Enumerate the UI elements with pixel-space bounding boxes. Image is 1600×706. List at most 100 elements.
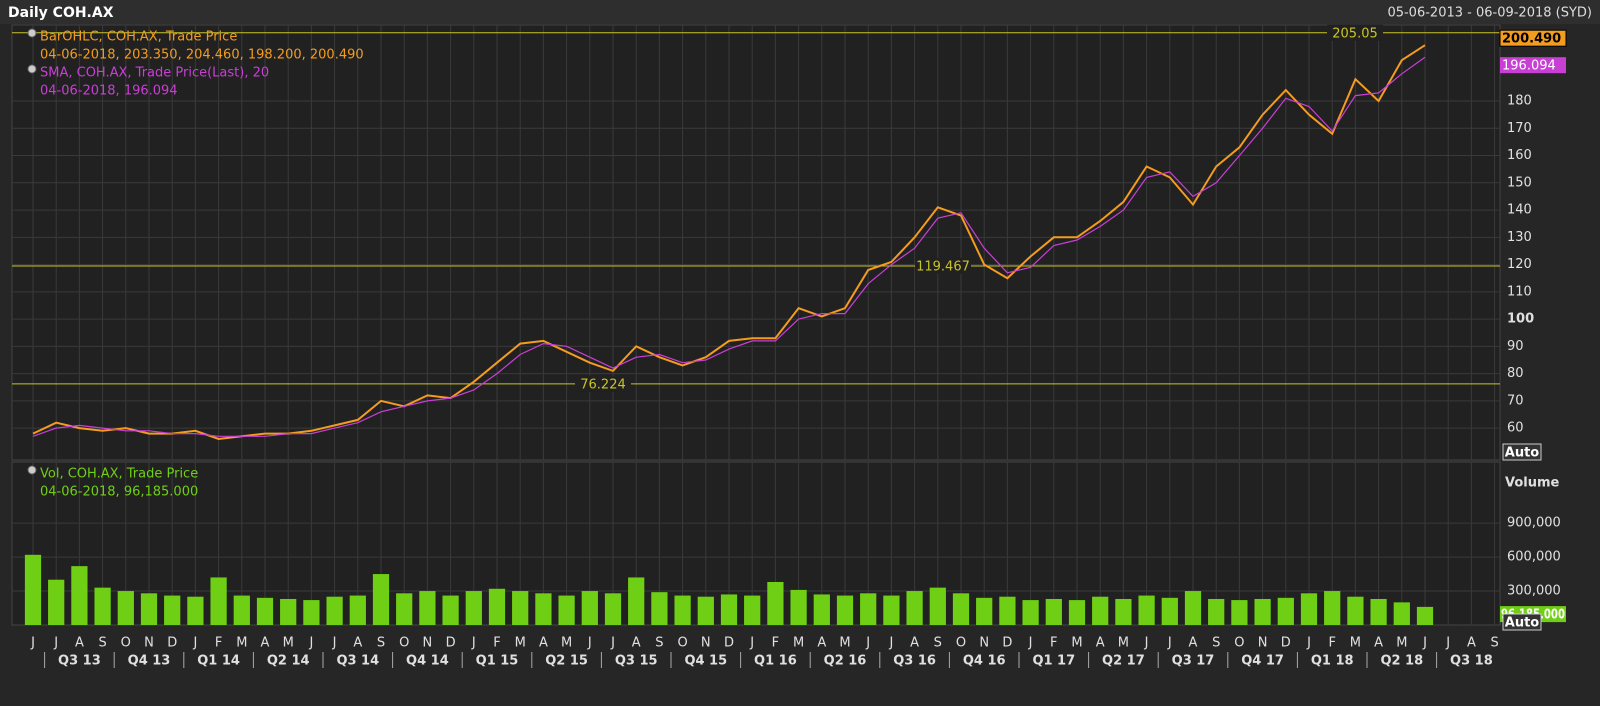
auto-button[interactable] — [1502, 613, 1542, 631]
x-tick-label: F — [493, 636, 500, 651]
x-tick-label: D — [167, 636, 177, 651]
volume-bar — [1068, 600, 1086, 625]
volume-bar — [744, 595, 761, 625]
volume-bar — [883, 595, 900, 625]
x-tick-label: S — [1212, 636, 1220, 651]
x-tick-label: N — [423, 636, 433, 651]
legend-icon[interactable] — [27, 64, 37, 74]
x-tick-label: O — [677, 636, 687, 651]
volume-bar — [1393, 602, 1410, 625]
volume-bar — [1277, 597, 1294, 625]
x-tick-label: O — [121, 636, 131, 651]
x-tick-label: M — [839, 636, 850, 651]
auto-button-label[interactable]: Auto — [1505, 616, 1540, 631]
x-tick-label: J — [888, 636, 893, 651]
volume-bar — [1115, 598, 1132, 625]
x-tick-label: A — [1189, 636, 1198, 651]
x-tick-label: J — [1028, 636, 1033, 651]
y-tick-label: 170 — [1507, 121, 1532, 136]
x-tick-label: J — [192, 636, 197, 651]
volume-bar — [1300, 593, 1318, 625]
horizontal-line-label: 119.467 — [916, 260, 970, 275]
volume-bar — [1138, 595, 1155, 625]
volume-bar — [442, 595, 459, 625]
volume-bar — [1208, 598, 1225, 625]
volume-bar — [48, 579, 65, 625]
quarter-label: Q4 16 — [963, 654, 1006, 669]
volume-bar — [303, 600, 320, 625]
volume-bar — [396, 593, 413, 625]
price-line — [32, 44, 1426, 441]
quarter-label: Q3 17 — [1172, 654, 1215, 669]
quarter-label: Q3 15 — [615, 654, 658, 669]
volume-bar — [581, 591, 598, 625]
volume-bar — [233, 595, 250, 625]
x-tick-label: N — [979, 636, 989, 651]
horizontal-line-label-bg — [1327, 24, 1383, 41]
horizontal-line-label-bg — [915, 258, 971, 275]
quarter-label: Q3 16 — [893, 654, 936, 669]
volume-bar — [512, 591, 529, 625]
volume-bar — [651, 592, 668, 625]
y-axis-label: Volume — [1505, 476, 1560, 491]
y-tick-label: 70 — [1507, 393, 1524, 408]
quarter-label: Q2 17 — [1102, 654, 1145, 669]
x-tick-label: A — [75, 636, 84, 651]
x-tick-label: F — [215, 636, 222, 651]
legend-icon[interactable] — [27, 465, 37, 475]
x-tick-label: A — [1096, 636, 1105, 651]
x-tick-label: D — [446, 636, 456, 651]
x-tick-label: A — [261, 636, 270, 651]
x-tick-label: J — [471, 636, 476, 651]
y-tick-label: 180 — [1507, 94, 1532, 109]
x-tick-label: O — [956, 636, 966, 651]
x-tick-label: A — [1467, 636, 1476, 651]
chart-title: Daily COH.AX — [8, 5, 114, 21]
x-tick-label: N — [1258, 636, 1268, 651]
x-tick-label: S — [98, 636, 106, 651]
x-tick-label: M — [236, 636, 247, 651]
volume-bar — [24, 554, 42, 625]
x-tick-label: J — [1167, 636, 1172, 651]
volume-bar — [488, 588, 506, 625]
quarter-label: Q3 18 — [1450, 654, 1493, 669]
date-range: 05-06-2013 - 06-09-2018 (SYD) — [1387, 6, 1592, 21]
volume-bar — [419, 591, 436, 625]
header-bar — [0, 0, 1600, 24]
x-tick-label: M — [1071, 636, 1082, 651]
x-tick-label: J — [865, 636, 870, 651]
y-tick-label: 80 — [1507, 366, 1524, 381]
last-value-label: 196.094 — [1502, 59, 1556, 74]
x-tick-label: J — [1306, 636, 1311, 651]
y-tick-label: 100 — [1507, 312, 1534, 327]
volume-bar — [71, 566, 88, 625]
volume-bar — [1347, 596, 1364, 625]
price-panel — [11, 24, 1501, 461]
x-tick-label: A — [1374, 636, 1383, 651]
auto-button[interactable] — [1502, 443, 1542, 461]
x-tick-label: N — [144, 636, 154, 651]
legend-entry: BarOHLC, COH.AX, Trade Price — [40, 30, 237, 45]
last-value-label: 200.490 — [1502, 32, 1561, 47]
y-tick-label: 140 — [1507, 203, 1532, 218]
legend-icon[interactable] — [27, 28, 37, 38]
volume-bar — [1416, 606, 1434, 625]
x-tick-label: S — [377, 636, 385, 651]
quarter-label: Q1 16 — [754, 654, 797, 669]
auto-button-label[interactable]: Auto — [1505, 446, 1540, 461]
x-tick-label: M — [1350, 636, 1361, 651]
volume-bar — [326, 596, 343, 625]
x-tick-label: M — [1396, 636, 1407, 651]
price-line — [32, 56, 1426, 437]
volume-bar — [697, 596, 714, 625]
volume-bar — [813, 594, 830, 625]
quarter-label: Q2 18 — [1380, 654, 1423, 669]
volume-bar — [952, 593, 970, 625]
x-tick-label: J — [30, 636, 35, 651]
legend-value: 04-06-2018, 96,185.000 — [40, 485, 198, 500]
quarter-label: Q2 14 — [267, 654, 310, 669]
y-tick-label: 90 — [1507, 339, 1524, 354]
horizontal-line-label: 76.224 — [580, 377, 626, 392]
volume-bar — [349, 595, 366, 625]
y-tick-label: 110 — [1507, 284, 1532, 299]
